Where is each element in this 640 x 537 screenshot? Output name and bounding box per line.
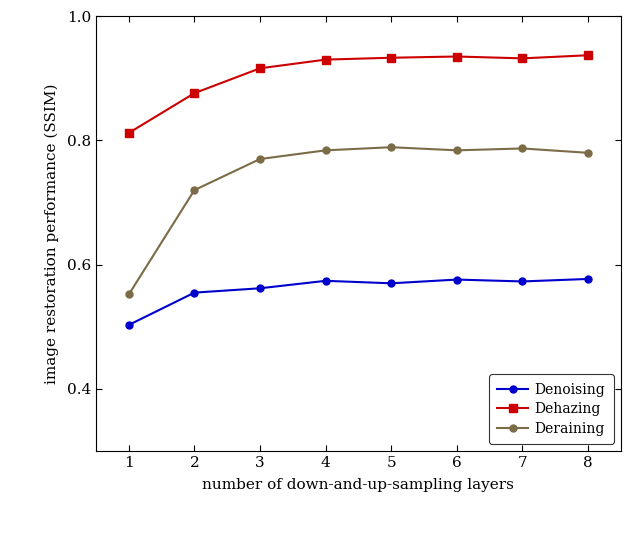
Deraining	[191, 187, 198, 193]
Dehazing	[584, 52, 592, 59]
Dehazing	[322, 56, 330, 63]
Deraining	[453, 147, 461, 154]
Dehazing	[518, 55, 526, 62]
X-axis label: number of down-and-up-sampling layers: number of down-and-up-sampling layers	[202, 478, 515, 492]
Deraining	[125, 291, 132, 297]
Line: Denoising: Denoising	[125, 275, 591, 329]
Y-axis label: image restoration performance (SSIM): image restoration performance (SSIM)	[44, 83, 58, 384]
Denoising	[256, 285, 264, 292]
Denoising	[322, 278, 330, 284]
Denoising	[453, 277, 461, 283]
Denoising	[387, 280, 395, 287]
Dehazing	[256, 65, 264, 71]
Denoising	[584, 275, 592, 282]
Legend: Denoising, Dehazing, Deraining: Denoising, Dehazing, Deraining	[489, 374, 614, 444]
Deraining	[322, 147, 330, 154]
Dehazing	[125, 130, 132, 136]
Deraining	[387, 144, 395, 150]
Dehazing	[191, 90, 198, 96]
Dehazing	[453, 53, 461, 60]
Denoising	[125, 322, 132, 328]
Line: Dehazing: Dehazing	[125, 52, 592, 137]
Deraining	[584, 150, 592, 156]
Denoising	[518, 278, 526, 285]
Line: Deraining: Deraining	[125, 144, 591, 298]
Deraining	[256, 156, 264, 162]
Deraining	[518, 145, 526, 151]
Dehazing	[387, 55, 395, 61]
Denoising	[191, 289, 198, 296]
